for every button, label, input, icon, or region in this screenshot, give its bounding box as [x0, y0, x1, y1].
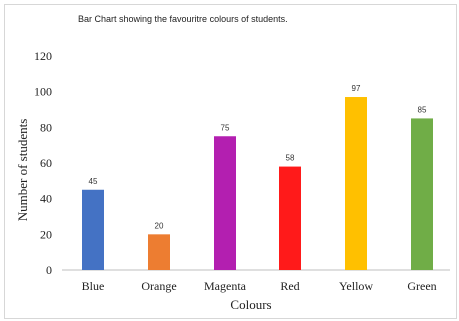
y-tick-label: 120: [34, 49, 52, 63]
y-tick-label: 40: [40, 192, 52, 206]
bar-blue: [82, 189, 104, 270]
data-label: 97: [352, 84, 361, 93]
y-ticks: 0 20 40 60 80 100 120: [34, 49, 52, 277]
x-axis-label: Colours: [230, 297, 271, 312]
bars: [82, 97, 433, 271]
chart-frame: [4, 4, 457, 319]
category-label: Blue: [82, 279, 105, 293]
data-label: 75: [221, 123, 230, 132]
y-tick-label: 100: [34, 85, 52, 99]
data-label: 20: [155, 221, 164, 230]
y-tick-label: 20: [40, 227, 52, 241]
bar-magenta: [214, 136, 236, 270]
y-tick-label: 60: [40, 156, 52, 170]
chart-title: Bar Chart showing the favouritre colours…: [78, 14, 288, 24]
y-axis-label: Number of students: [15, 119, 30, 222]
data-label: 85: [418, 105, 427, 114]
category-label: Magenta: [204, 279, 247, 293]
category-label: Yellow: [339, 279, 373, 293]
y-tick-label: 0: [46, 263, 52, 277]
category-label: Orange: [141, 279, 176, 293]
category-label: Green: [407, 279, 436, 293]
bar-green: [411, 118, 433, 271]
y-tick-label: 80: [40, 120, 52, 134]
bar-yellow: [345, 97, 367, 271]
data-label: 58: [286, 154, 295, 163]
bar-red: [279, 166, 301, 270]
category-labels: Blue Orange Magenta Red Yellow Green: [82, 279, 437, 293]
data-labels: 45 20 75 58 97 85: [89, 84, 427, 230]
data-label: 45: [89, 177, 98, 186]
bar-orange: [148, 234, 170, 270]
category-label: Red: [280, 279, 299, 293]
